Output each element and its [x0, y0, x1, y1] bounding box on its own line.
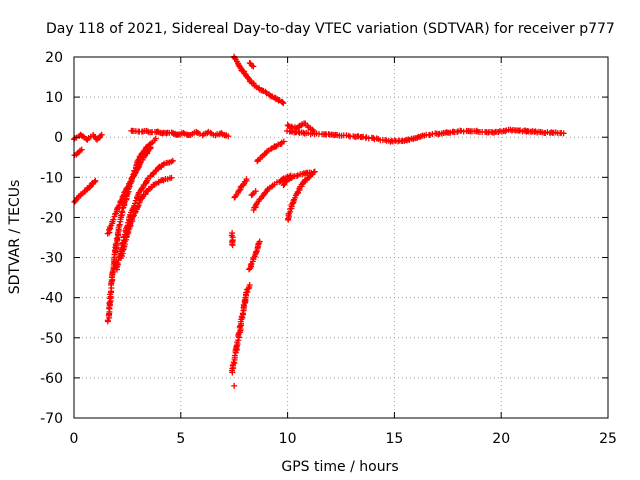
data-point	[256, 238, 263, 245]
y-tick-label: 0	[54, 130, 63, 146]
data-point	[110, 216, 117, 223]
data-point	[137, 159, 144, 166]
data-point	[249, 191, 256, 198]
data-point	[454, 128, 461, 135]
data-point	[250, 63, 257, 70]
x-tick-label: 0	[70, 431, 79, 447]
data-point	[253, 201, 260, 208]
data-point	[253, 248, 260, 255]
data-point	[280, 138, 287, 145]
x-tick-label: 20	[492, 431, 510, 447]
data-point	[169, 157, 176, 164]
data-point	[114, 205, 121, 212]
data-point	[231, 382, 238, 389]
data-point	[114, 260, 121, 267]
x-tick-label: 25	[599, 431, 617, 447]
data-point	[473, 127, 480, 134]
data-point	[311, 168, 318, 175]
data-point	[119, 246, 126, 253]
y-tick-label: -30	[40, 251, 63, 267]
data-point	[225, 133, 232, 140]
y-tick-label: -70	[40, 411, 63, 427]
data-point	[246, 282, 253, 289]
x-tick-label: 10	[279, 431, 297, 447]
y-tick-label: -10	[40, 170, 63, 186]
data-point	[138, 185, 145, 192]
data-point	[80, 133, 87, 140]
data-point	[491, 129, 498, 136]
y-tick-label: -60	[40, 371, 63, 387]
data-point	[105, 226, 112, 233]
data-point	[236, 187, 243, 194]
data-point	[231, 55, 238, 62]
y-axis-label: SDTVAR / TECUs	[7, 180, 23, 295]
data-point	[247, 262, 254, 269]
data-points	[70, 53, 567, 389]
data-point	[124, 231, 131, 238]
data-point	[78, 146, 85, 153]
data-point	[98, 131, 105, 138]
axis-ticks	[73, 56, 609, 419]
data-point	[280, 100, 287, 107]
data-point	[118, 208, 125, 215]
data-point	[92, 177, 99, 184]
data-point	[502, 128, 509, 135]
data-point	[252, 188, 259, 195]
chart-title: Day 118 of 2021, Sidereal Day-to-day VTE…	[46, 21, 615, 37]
data-point	[155, 164, 162, 171]
data-point	[237, 64, 244, 71]
data-point	[560, 130, 567, 137]
y-tick-label: -50	[40, 331, 63, 347]
data-point	[229, 242, 236, 249]
y-tick-label: -40	[40, 291, 63, 307]
data-point	[293, 173, 300, 180]
grid-lines	[74, 57, 608, 418]
plot-frame	[73, 56, 609, 419]
data-point	[114, 235, 121, 242]
data-point	[147, 144, 154, 151]
x-tick-label: 15	[385, 431, 403, 447]
y-tick-label: 10	[45, 90, 63, 106]
y-tick-label: -20	[40, 210, 63, 226]
tick-labels: 0 5 10 15 20 25 -70 -60 -50 -40 -30 -20 -10 0 10 20	[40, 50, 617, 447]
x-tick-label: 5	[176, 431, 185, 447]
data-point	[267, 146, 274, 153]
data-point	[243, 176, 250, 183]
data-point	[279, 99, 286, 106]
data-point	[116, 221, 123, 228]
x-axis-label: GPS time / hours	[281, 459, 398, 475]
data-point	[168, 174, 175, 181]
data-point	[152, 135, 159, 142]
data-point	[127, 178, 134, 185]
y-tick-label: 20	[45, 50, 63, 66]
data-point	[130, 213, 137, 220]
data-point	[127, 221, 134, 228]
